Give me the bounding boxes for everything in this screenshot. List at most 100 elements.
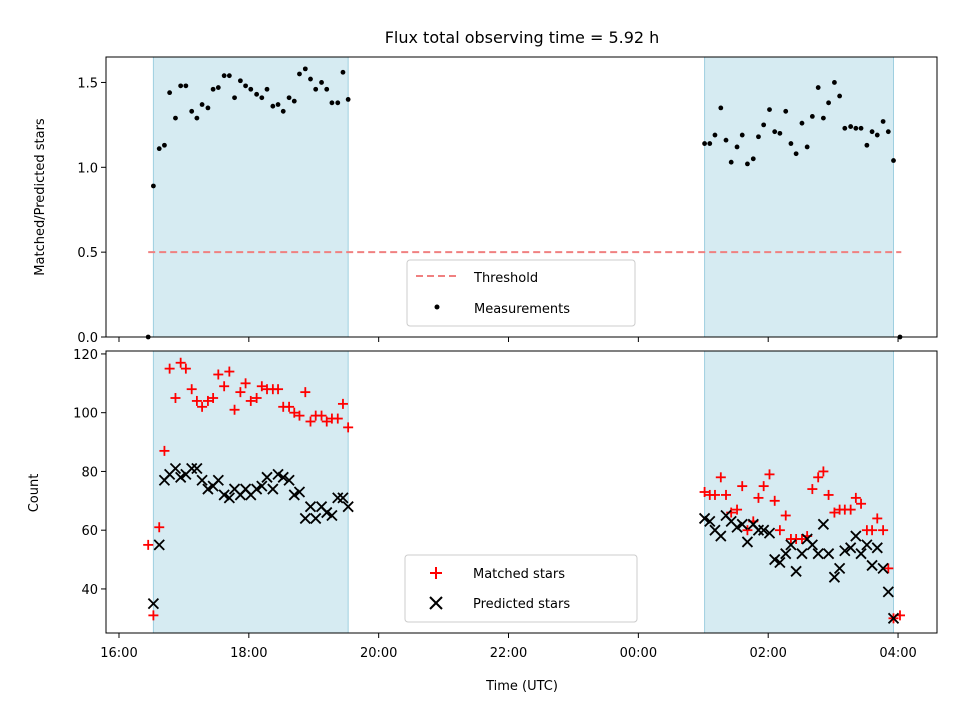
matched-star-point [164, 363, 175, 374]
matched-star-point [823, 489, 834, 500]
legend-predicted-label: Predicted stars [473, 597, 570, 612]
predicted-marker-b [806, 539, 818, 551]
matched-star-point [780, 510, 791, 521]
predicted-marker-b [228, 483, 241, 495]
matched-star-point [289, 407, 300, 418]
predicted-star-point [169, 462, 182, 475]
predicted-star-point [212, 474, 224, 486]
measurement-point [750, 156, 756, 162]
matched-star-point [796, 534, 807, 544]
predicted-marker-b [845, 542, 857, 554]
measurement-point [297, 71, 302, 77]
measurement-point [858, 125, 864, 131]
predicted-star-point [342, 501, 354, 513]
matched-star-point [235, 387, 246, 398]
matched-star-point [154, 522, 165, 533]
measurement-point [804, 144, 810, 150]
measurement-point [167, 90, 173, 96]
measurement-point [772, 129, 778, 135]
measurement-point [739, 132, 745, 138]
measurement-point [248, 86, 254, 92]
measurement-point [319, 80, 324, 85]
predicted-star-point [288, 489, 300, 501]
predicted-marker-b [769, 553, 781, 566]
matched-star-point [753, 492, 764, 503]
shaded-interval [704, 56, 895, 338]
measurement-point [215, 85, 221, 90]
predicted-marker-b [169, 462, 182, 475]
measurement-point [712, 132, 718, 138]
matched-star-point [758, 481, 769, 492]
x-tick-label: 04:00 [879, 646, 916, 661]
predicted-marker-b [747, 518, 759, 530]
predicted-star-point [267, 483, 279, 495]
y-tick-label: 1.5 [77, 76, 98, 91]
predicted-marker-b [304, 501, 317, 513]
bottom-legend: Matched stars Predicted stars [404, 554, 638, 623]
matched-star-point [721, 489, 732, 500]
predicted-star-point [887, 612, 900, 624]
measurement-point [308, 76, 313, 82]
matched-star-point [224, 366, 235, 377]
measurement-point [199, 102, 205, 107]
predicted-marker-b [239, 483, 252, 495]
measurement-point [345, 97, 351, 102]
measurement-point [221, 73, 227, 79]
bottom-x-axis-label: Time (UTC) [485, 679, 558, 694]
top-shaded-intervals [152, 56, 895, 338]
predicted-marker-b [202, 483, 214, 495]
predicted-marker-b [839, 545, 851, 557]
matched-star-point [872, 513, 883, 524]
predicted-marker-b [812, 548, 824, 560]
legend-predicted-swatch [429, 596, 443, 610]
measurement-point [820, 115, 826, 121]
predicted-star-point [321, 506, 333, 519]
matched-star-point [219, 381, 230, 392]
predicted-star-point [861, 539, 873, 551]
measurement-point [275, 102, 281, 107]
measurement-point [264, 86, 270, 92]
predicted-star-point [763, 527, 776, 539]
matched-star-point [818, 466, 829, 477]
measurement-point [173, 115, 178, 121]
y-tick-label: 60 [81, 524, 98, 539]
shaded-interval [152, 350, 349, 634]
predicted-marker-b [704, 515, 716, 528]
predicted-star-point [223, 492, 235, 504]
matched-star-point [764, 469, 775, 480]
matched-star-point [807, 484, 818, 495]
predicted-star-point [812, 548, 824, 560]
matched-star-point [170, 393, 181, 403]
predicted-star-point [785, 539, 797, 551]
legend-measurements-label: Measurements [474, 302, 570, 317]
matched-star-point [332, 413, 343, 424]
predicted-star-point [796, 548, 808, 560]
predicted-star-point [191, 462, 203, 475]
predicted-marker-b [337, 492, 349, 504]
top-legend: Threshold Measurements [406, 259, 636, 327]
measurement-point [848, 124, 854, 129]
measurement-point [734, 144, 740, 150]
predicted-star-point [839, 545, 851, 557]
predicted-star-point [293, 486, 306, 498]
y-tick-label: 0.5 [77, 246, 98, 261]
predicted-marker-b [855, 548, 867, 560]
predicted-marker-b [153, 539, 165, 551]
measurement-point [728, 159, 734, 165]
predicted-star-point [828, 571, 841, 583]
predicted-marker-b [741, 536, 754, 548]
predicted-marker-b [752, 524, 765, 536]
predicted-marker-b [871, 542, 883, 554]
matched-star-point [829, 507, 840, 518]
predicted-marker-b [785, 539, 797, 551]
matched-star-point [159, 445, 170, 456]
predicted-marker-b [186, 462, 198, 475]
predicted-marker-b [218, 489, 230, 501]
predicted-star-point [337, 492, 349, 504]
measurement-point [178, 83, 184, 89]
predicted-star-point [250, 483, 263, 495]
predicted-marker-b [283, 474, 295, 486]
matched-star-point [699, 487, 710, 497]
matched-star-point [715, 472, 726, 483]
predicted-marker-b [720, 509, 732, 522]
